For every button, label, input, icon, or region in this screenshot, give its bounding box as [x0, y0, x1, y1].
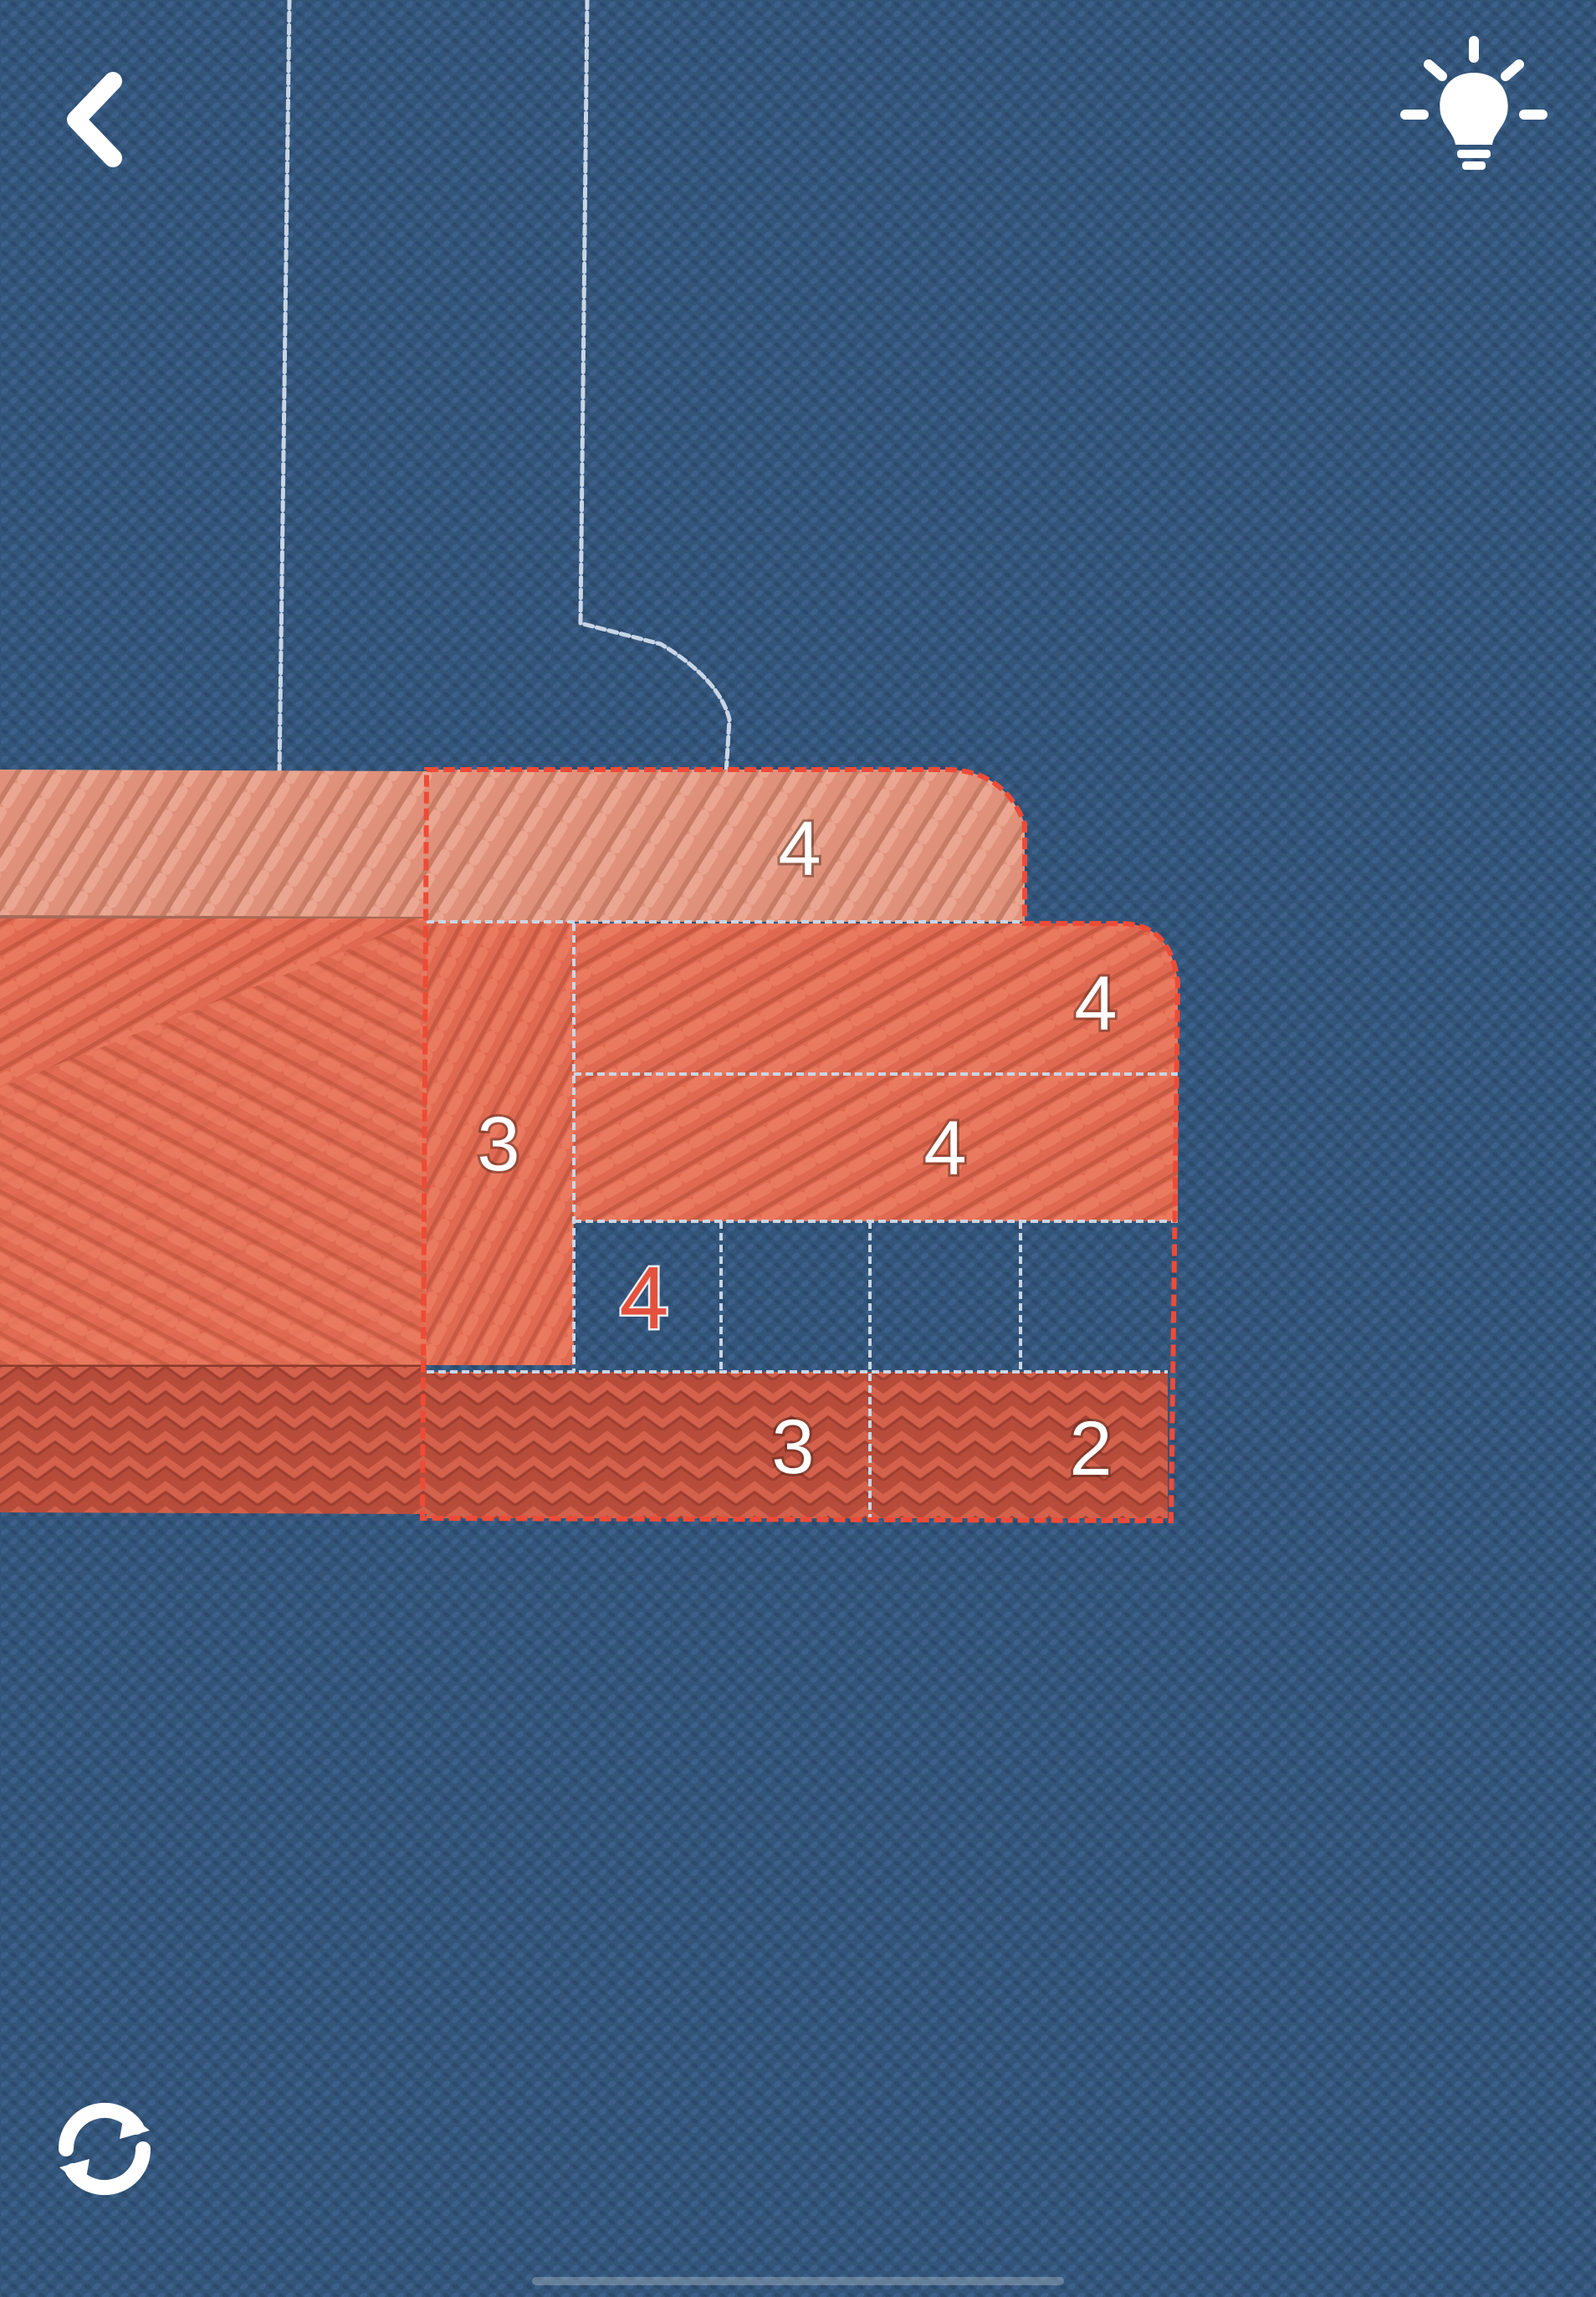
number-vertical-strip: 3 — [477, 1102, 519, 1187]
stitched-orange-field — [0, 918, 427, 1369]
back-button[interactable] — [43, 65, 144, 174]
refresh-icon — [58, 2102, 151, 2196]
cell-right-middle[interactable] — [574, 1074, 1178, 1221]
cell-numbers: 4 3 4 4 4 3 2 — [474, 804, 1119, 1494]
cell-top-peach[interactable] — [427, 770, 1025, 922]
puzzle-region — [419, 767, 1181, 1524]
number-empty-active: 4 — [620, 1249, 669, 1348]
stitched-peach-band — [0, 770, 427, 920]
cell-bottom-left[interactable] — [427, 1372, 870, 1518]
number-right-middle: 4 — [923, 1106, 966, 1191]
grid-guides — [427, 920, 1178, 1518]
number-bottom-right: 2 — [1069, 1406, 1112, 1491]
number-bottom-left: 3 — [771, 1404, 814, 1490]
chevron-left-icon — [67, 72, 122, 167]
cell-vertical-strip[interactable] — [427, 922, 574, 1365]
cell-right-upper[interactable] — [574, 923, 1178, 1074]
lightbulb-icon — [1400, 36, 1547, 170]
hint-button[interactable] — [1394, 33, 1554, 177]
home-indicator — [532, 2277, 1064, 2285]
cell-bottom-right[interactable] — [870, 1372, 1168, 1518]
number-right-upper: 4 — [1074, 961, 1117, 1046]
restart-button[interactable] — [42, 2086, 167, 2212]
guide-lines — [277, 0, 732, 776]
puzzle-outline — [419, 767, 1181, 1524]
number-top-peach: 4 — [778, 806, 821, 892]
stitched-herringbone-band — [0, 1367, 427, 1514]
